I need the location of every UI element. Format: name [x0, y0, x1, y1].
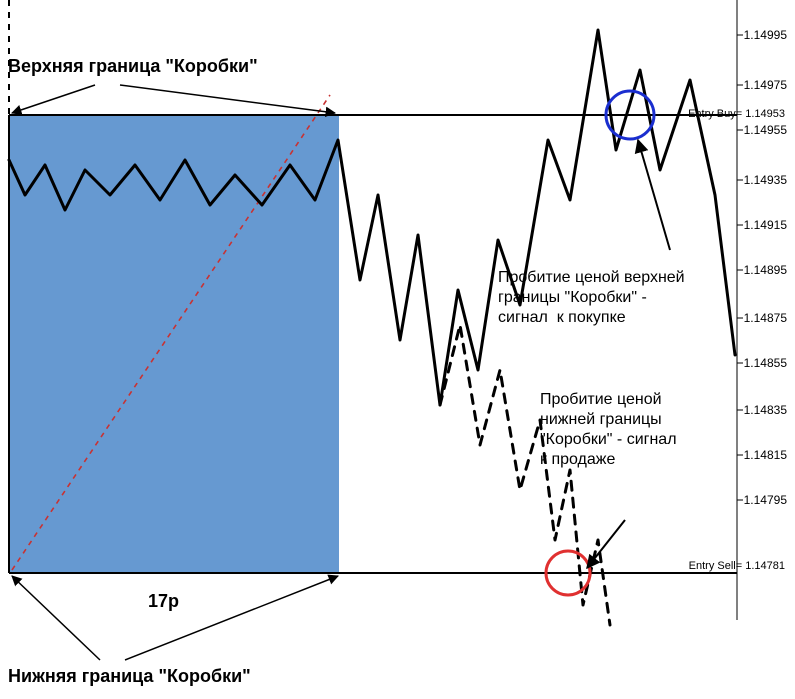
buy-signal-note: Пробитие ценой верхней границы "Коробки"… — [498, 268, 685, 328]
y-tick-label: 1.14895 — [744, 263, 787, 277]
period-label: 17p — [148, 590, 179, 613]
y-tick-label: 1.14955 — [744, 123, 787, 137]
upper-boundary-label: Верхняя граница "Коробки" — [8, 55, 258, 78]
y-tick-label: 1.14975 — [744, 78, 787, 92]
y-tick-label: 1.14915 — [744, 218, 787, 232]
y-tick-label: 1.14935 — [744, 173, 787, 187]
y-tick-label: 1.14835 — [744, 403, 787, 417]
entry-buy-label: Entry Buy= 1.14953 — [688, 108, 785, 120]
y-axis — [737, 0, 743, 620]
breakout-circles — [546, 91, 654, 595]
y-tick-label: 1.14995 — [744, 28, 787, 42]
y-tick-label: 1.14875 — [744, 311, 787, 325]
lower-boundary-label: Нижняя граница "Коробки" — [8, 665, 251, 688]
chart-svg — [0, 0, 795, 699]
y-tick-label: 1.14855 — [744, 356, 787, 370]
sell-signal-note: Пробитие ценой нижней границы "Коробки" … — [540, 390, 677, 470]
y-tick-label: 1.14815 — [744, 448, 787, 462]
entry-sell-label: Entry Sell= 1.14781 — [689, 560, 785, 572]
chart-root: Верхняя граница "Коробки" Нижняя граница… — [0, 0, 795, 699]
y-tick-label: 1.14795 — [744, 493, 787, 507]
